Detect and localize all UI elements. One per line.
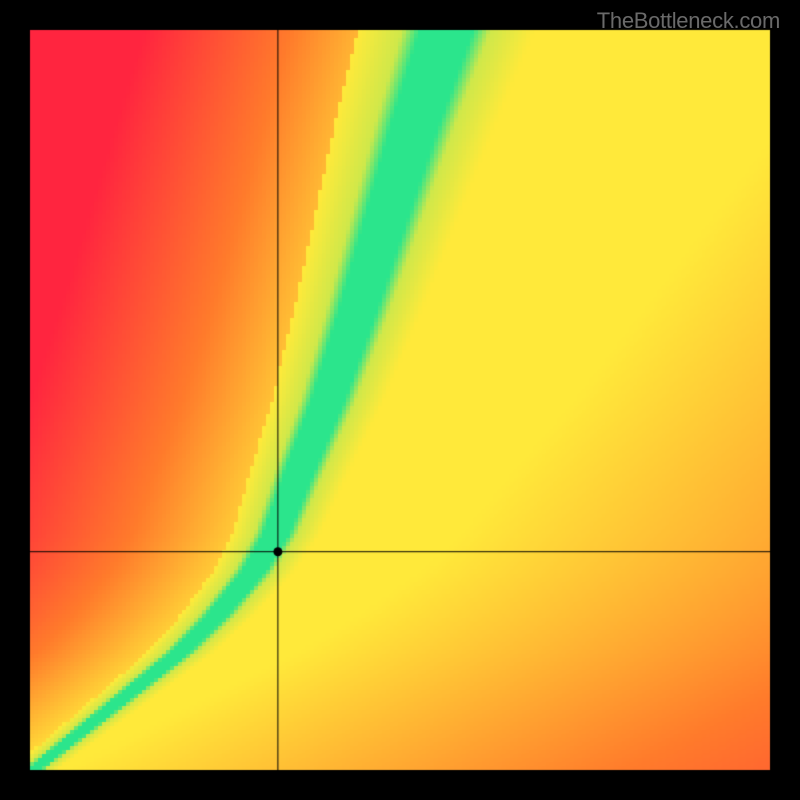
bottleneck-heatmap bbox=[0, 0, 800, 800]
watermark-text: TheBottleneck.com bbox=[597, 8, 780, 34]
